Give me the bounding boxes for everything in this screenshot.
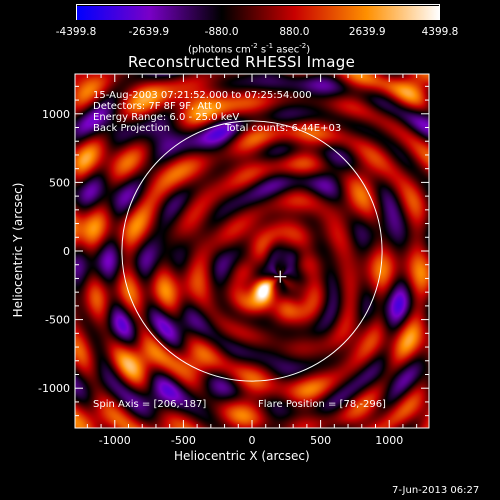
colorbar-tick-label: -4399.8	[55, 26, 97, 38]
detectors-label: Detectors: 7F 8F 9F, Att 0	[93, 101, 222, 112]
y-tick-label: -1000	[38, 382, 70, 395]
solar-limb-circle	[121, 120, 383, 382]
flare-position-marker	[274, 270, 287, 283]
colorbar-tick-label: -880.0	[204, 26, 239, 38]
footer-date: 7-Jun-2013 06:27	[392, 485, 480, 496]
x-tick-label: -500	[171, 434, 196, 447]
y-axis-label: Heliocentric Y (arcsec)	[11, 182, 25, 318]
colorbar-tick-label: 4399.8	[421, 26, 459, 38]
chart-title: Reconstructed RHESSI Image	[128, 53, 356, 71]
colorbar-unit-label: (photons cm-2 s-1 asec-2)	[188, 42, 311, 56]
colorbar-tick-label: 2639.9	[348, 26, 386, 38]
x-tick-label: 1000	[375, 434, 403, 447]
y-tick-label: 500	[49, 176, 70, 189]
x-tick-label: 500	[310, 434, 331, 447]
colorbar-gradient	[77, 6, 439, 20]
energy-range-label: Energy Range: 6.0 - 25.0 keV	[93, 112, 240, 123]
x-axis-label: Heliocentric X (arcsec)	[174, 449, 310, 463]
axis-ticks: -1000 -500 0 500 1000 -1000 -500 0 500 1000	[38, 74, 429, 447]
colorbar	[76, 4, 440, 20]
method-label: Back Projection	[93, 123, 170, 134]
colorbar-tick-label: -2639.9	[128, 26, 170, 38]
y-tick-label: 0	[63, 245, 70, 258]
colorbar-tick-label: 880.0	[279, 26, 310, 38]
time-range-label: 15-Aug-2003 07:21:52.000 to 07:25:54.000	[93, 90, 312, 101]
total-counts-label: Total counts: 6.44E+03	[225, 123, 342, 134]
x-tick-label: 0	[249, 434, 256, 447]
heatmap-image	[75, 74, 429, 428]
y-tick-label: -500	[45, 314, 70, 327]
spin-axis-label: Spin Axis = [206,-187]	[93, 399, 207, 410]
x-tick-label: -1000	[99, 434, 131, 447]
flare-position-label: Flare Position = [78,-296]	[258, 399, 386, 410]
y-tick-label: 1000	[42, 108, 70, 121]
